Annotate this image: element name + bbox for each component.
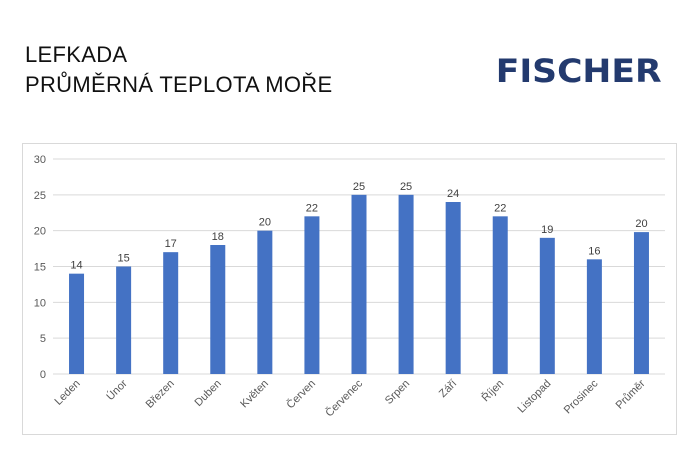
x-tick-label: Srpen [383, 378, 412, 407]
data-label: 16 [588, 245, 600, 257]
y-tick-label: 10 [34, 297, 46, 309]
bar [210, 245, 226, 374]
data-label: 25 [353, 181, 365, 193]
x-tick-label: Prosinec [562, 377, 601, 416]
data-label: 17 [165, 238, 177, 250]
data-label: 24 [447, 188, 459, 200]
bar [163, 252, 179, 374]
data-label: 15 [117, 253, 129, 265]
brand-logo: FISCHER [496, 52, 662, 90]
y-tick-label: 20 [34, 226, 46, 238]
x-tick-label: Říjen [479, 377, 506, 404]
y-tick-label: 15 [34, 262, 46, 274]
data-label: 25 [400, 181, 412, 193]
x-tick-label: Listopad [516, 378, 554, 416]
data-label: 18 [212, 231, 224, 243]
chart-frame [22, 143, 677, 435]
y-tick-label: 0 [40, 369, 46, 381]
y-tick-label: 5 [40, 333, 46, 345]
x-tick-label: Duben [192, 378, 223, 409]
bar [69, 273, 85, 374]
x-tick-label: Březen [144, 378, 177, 411]
data-label: 20 [259, 217, 271, 229]
bar [398, 194, 414, 374]
x-tick-label: Červen [284, 377, 318, 411]
x-tick-label: Červenec [323, 377, 366, 420]
x-tick-label: Květen [238, 378, 271, 411]
bar [351, 194, 367, 374]
data-label: 20 [635, 218, 647, 230]
y-tick-label: 30 [34, 154, 46, 166]
bar [116, 266, 132, 374]
bar [304, 216, 320, 374]
title-block: LEFKADA PRŮMĚRNÁ TEPLOTA MOŘE [25, 40, 332, 100]
data-label: 19 [541, 224, 553, 236]
y-tick-label: 25 [34, 190, 46, 202]
bar [539, 237, 555, 374]
bar [445, 202, 461, 374]
title-line-1: LEFKADA [25, 42, 128, 67]
bar [633, 232, 649, 374]
bar [586, 259, 602, 374]
x-tick-label: Únor [104, 377, 130, 403]
x-tick-label: Září [437, 378, 459, 400]
title-line-2: PRŮMĚRNÁ TEPLOTA MOŘE [25, 72, 333, 97]
data-label: 22 [494, 202, 506, 214]
bar [492, 216, 508, 374]
x-tick-label: Průměr [614, 377, 648, 411]
bar [257, 230, 273, 374]
data-label: 14 [70, 260, 82, 272]
data-label: 22 [306, 202, 318, 214]
x-tick-label: Leden [53, 378, 83, 408]
